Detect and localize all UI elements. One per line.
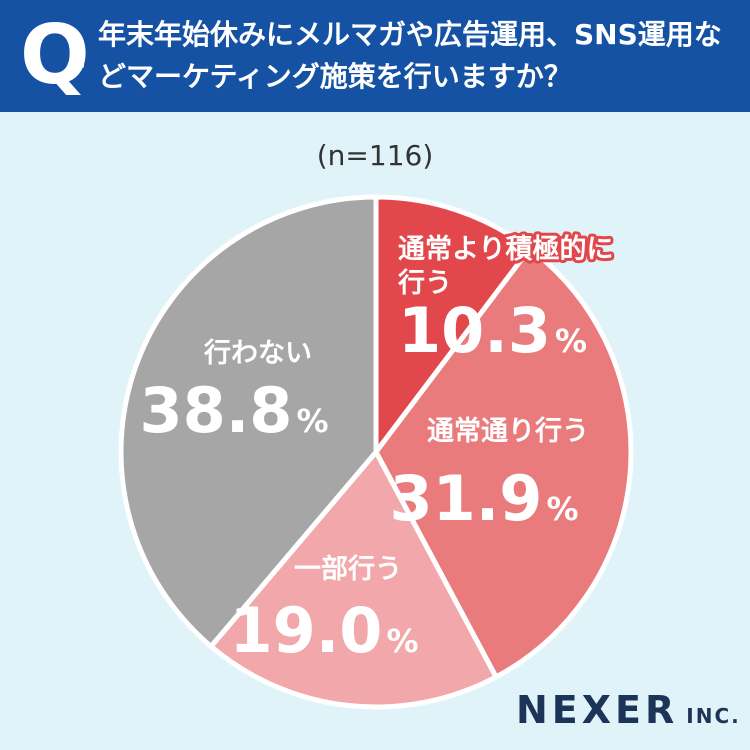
brand-logo: NEXER INC. xyxy=(516,688,741,732)
slice-label-4-line-1: 行わない xyxy=(203,337,312,369)
question-text: 年末年始休みにメルマガや広告運用、SNS運用などマーケティング施策を行いますか？ xyxy=(98,18,722,93)
brand-name: NEXER xyxy=(516,688,679,732)
slice-value-1: 10.3% xyxy=(398,294,587,367)
slice-value-4: 38.8% xyxy=(139,374,328,447)
slice-label-1-line-1: 通常より積極的に xyxy=(398,233,613,265)
slice-value-3: 19.0% xyxy=(229,594,418,667)
pie-slice-3 xyxy=(208,449,499,710)
q-dot xyxy=(72,56,84,68)
sample-size: (n=116) xyxy=(316,139,434,172)
pie-slice-1 xyxy=(373,194,533,455)
slice-label-3-line-1: 一部行う xyxy=(294,553,402,585)
question-header: Q 年末年始休みにメルマガや広告運用、SNS運用などマーケティング施策を行います… xyxy=(0,0,750,112)
brand-suffix: INC. xyxy=(686,704,741,728)
slice-label-1-line-2: 行う xyxy=(397,267,452,299)
q-mark: Q xyxy=(20,8,90,103)
slice-label-2-line-1: 通常通り行う xyxy=(427,415,589,447)
slice-value-2: 31.9% xyxy=(389,462,578,535)
pie-slice-4 xyxy=(118,194,379,649)
